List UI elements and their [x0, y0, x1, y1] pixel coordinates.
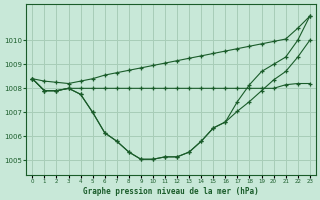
X-axis label: Graphe pression niveau de la mer (hPa): Graphe pression niveau de la mer (hPa) — [83, 187, 259, 196]
